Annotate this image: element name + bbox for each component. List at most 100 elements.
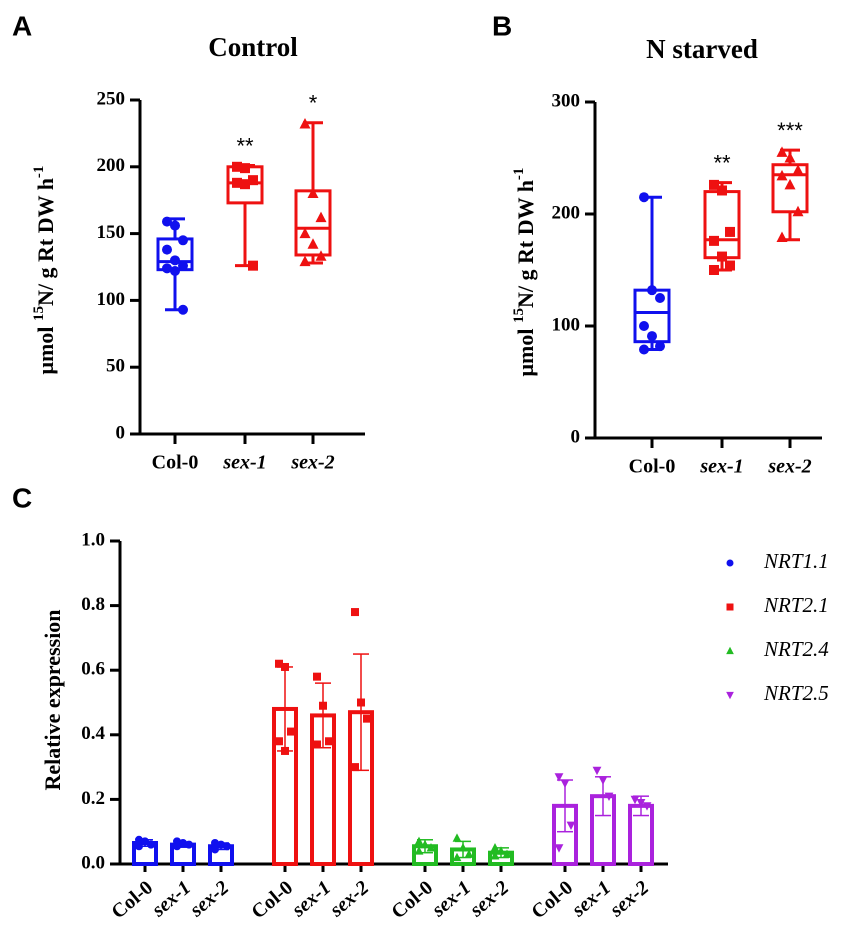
data-point <box>211 845 219 854</box>
x-tick-label: sex-2 <box>185 876 233 921</box>
data-point <box>313 672 321 681</box>
y-tick-label: 1.0 <box>81 529 105 550</box>
y-tick-label: 200 <box>552 202 581 223</box>
y-tick-label: 0.6 <box>81 659 105 680</box>
data-point <box>307 238 319 249</box>
panel-label: A <box>12 10 32 41</box>
panel-label: C <box>12 482 32 513</box>
legend-label: NRT2.4 <box>763 637 829 661</box>
data-point <box>726 646 734 655</box>
y-tick-label: 0.0 <box>81 852 105 873</box>
y-axis-label-part: N/ g Rt DW h <box>33 178 58 306</box>
x-tick-label: Col-0 <box>629 456 676 478</box>
data-point <box>147 840 155 849</box>
chart-title: Control <box>208 32 298 62</box>
data-point <box>170 220 180 231</box>
y-axis-label: μmol 15N/ g Rt DW h-1 <box>511 168 538 377</box>
data-point <box>299 255 311 267</box>
data-point <box>162 263 172 274</box>
x-tick-label: sex-2 <box>605 876 653 921</box>
data-point <box>248 260 258 271</box>
significance: *** <box>777 118 803 143</box>
x-tick-label: sex-2 <box>465 876 513 921</box>
legend-label: NRT1.1 <box>763 549 829 573</box>
x-tick-label: sex-1 <box>699 456 743 478</box>
data-point <box>325 737 333 746</box>
data-point <box>592 766 602 776</box>
data-point <box>502 849 512 858</box>
legend-label: NRT2.5 <box>763 681 829 705</box>
x-tick-label: sex-2 <box>767 456 811 478</box>
data-point <box>776 231 788 243</box>
x-tick-label: sex-1 <box>222 452 266 474</box>
data-point <box>287 727 295 736</box>
data-point <box>178 304 188 315</box>
data-point <box>784 152 796 163</box>
data-point <box>598 776 608 785</box>
y-axis-label-part: -1 <box>511 168 527 181</box>
panel-label: B <box>492 10 512 41</box>
x-tick-label: sex-2 <box>325 876 373 921</box>
data-point <box>351 608 359 617</box>
data-point <box>178 235 188 246</box>
y-tick-label: 100 <box>97 289 126 310</box>
data-point <box>240 179 250 190</box>
y-axis-label-part: 15 <box>511 308 527 323</box>
x-tick-label: Col-0 <box>247 876 297 923</box>
data-point <box>275 659 283 668</box>
data-point <box>315 211 327 223</box>
data-point <box>490 851 500 860</box>
data-point <box>717 251 727 262</box>
x-tick-label: Col-0 <box>152 452 199 474</box>
data-point <box>135 842 143 851</box>
data-point <box>141 837 149 846</box>
x-tick-label: sex-2 <box>290 452 334 474</box>
data-point <box>726 603 734 611</box>
data-point <box>211 839 219 848</box>
data-point <box>630 795 640 805</box>
data-point <box>275 737 283 746</box>
data-point <box>223 842 231 851</box>
x-tick-label: Col-0 <box>387 876 437 923</box>
data-point <box>135 835 143 844</box>
data-point <box>560 779 570 789</box>
data-point <box>490 843 500 852</box>
data-point <box>717 185 727 196</box>
data-point <box>639 321 649 331</box>
x-tick-label: Col-0 <box>527 876 577 923</box>
data-point <box>178 260 188 271</box>
data-point <box>709 179 719 190</box>
data-point <box>647 331 657 342</box>
y-tick-label: 0 <box>116 422 126 443</box>
data-point <box>776 169 788 181</box>
legend-label: NRT2.1 <box>763 593 829 617</box>
x-tick-label: Col-0 <box>107 876 157 923</box>
data-point <box>639 192 649 203</box>
data-point <box>170 255 180 266</box>
data-point <box>725 226 735 237</box>
data-point <box>636 799 646 808</box>
data-point <box>232 161 242 172</box>
data-point <box>414 836 424 845</box>
y-tick-label: 0.2 <box>81 788 105 809</box>
y-tick-label: 150 <box>97 222 126 243</box>
box <box>771 163 809 214</box>
data-point <box>464 849 474 858</box>
data-point <box>217 840 225 849</box>
data-point <box>420 839 430 849</box>
data-point <box>709 265 719 275</box>
y-tick-label: 50 <box>106 356 125 377</box>
data-point <box>642 802 652 811</box>
y-axis-label-part: N/ g Rt DW h <box>513 180 538 308</box>
data-point <box>315 250 327 261</box>
significance: ** <box>236 133 254 158</box>
data-point <box>709 235 719 246</box>
chart-title: N starved <box>646 34 758 64</box>
data-point <box>357 698 365 707</box>
data-point <box>452 833 462 842</box>
data-point <box>655 293 665 303</box>
data-point <box>725 260 735 271</box>
data-point <box>307 187 319 199</box>
y-tick-label: 200 <box>97 155 126 176</box>
